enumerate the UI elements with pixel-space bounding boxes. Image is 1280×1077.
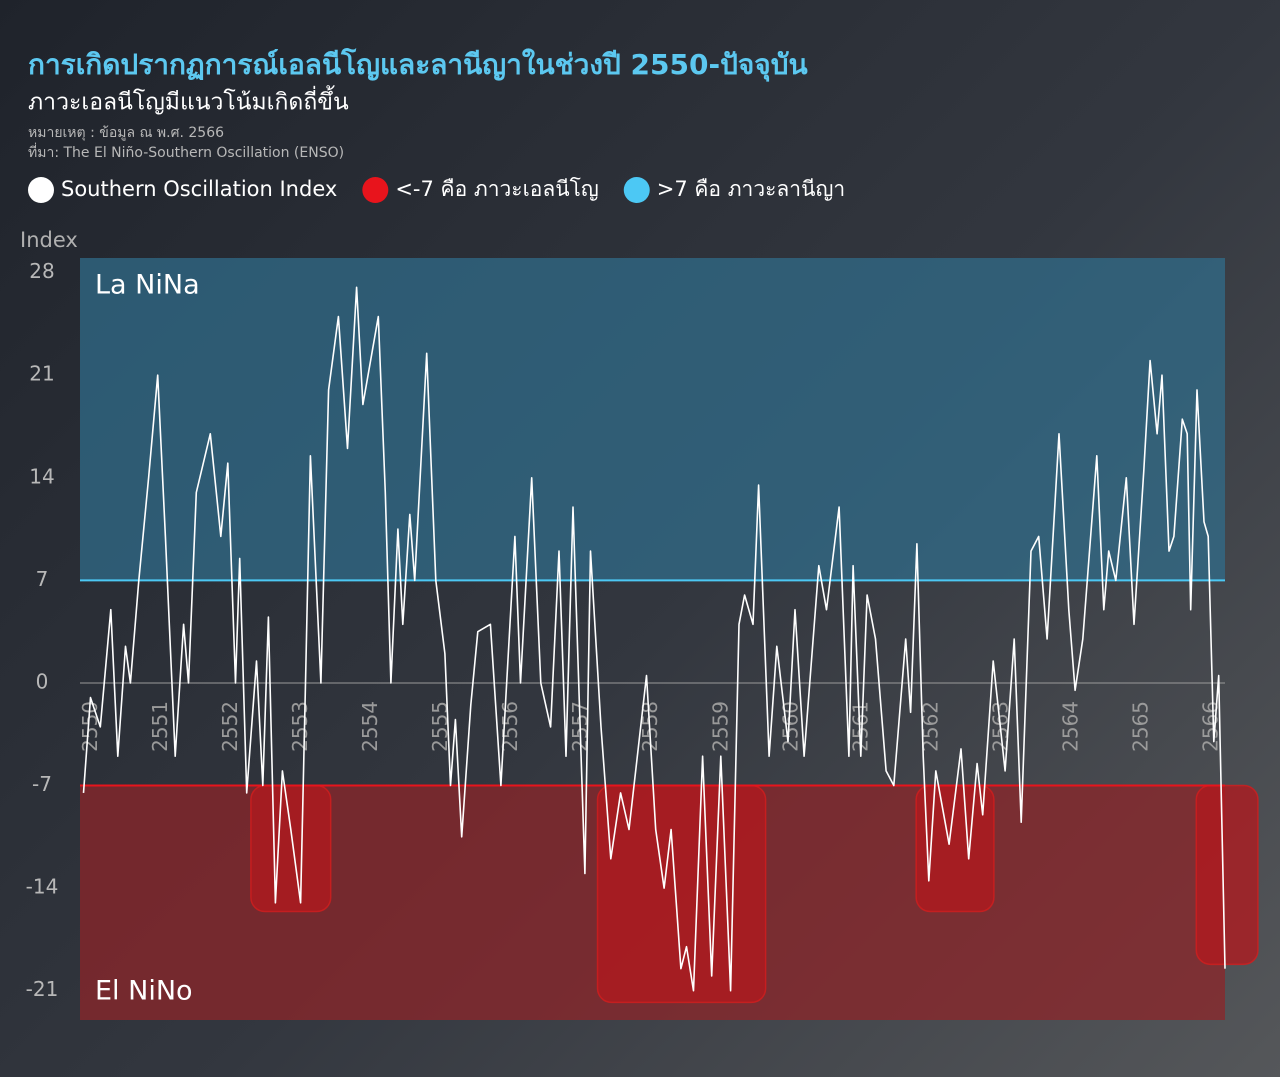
y-tick-label: 0 [36, 669, 49, 693]
el-nino-period [250, 784, 332, 913]
legend-label: Southern Oscillation Index [61, 177, 337, 201]
x-tick-label: 2566 [1198, 701, 1222, 752]
chart-title: การเกิดปรากฏการณ์เอลนีโญและลานีญาในช่วงป… [28, 47, 808, 82]
y-tick-label: 21 [29, 362, 54, 386]
x-tick-label: 2556 [498, 701, 522, 752]
legend-marker [28, 177, 54, 203]
chart-subtitle: ภาวะเอลนีโญมีแนวโน้มเกิดถี่ขึ้น [28, 86, 349, 116]
legend-marker [623, 177, 650, 203]
region-label: La NiNa [95, 270, 200, 301]
y-tick-label: 28 [29, 259, 54, 283]
x-tick-label: 2554 [358, 701, 382, 752]
y-axis-label: Index [20, 228, 78, 252]
legend-label: <-7 คือ ภาวะเอลนีโญ [395, 177, 598, 201]
data-line [82, 286, 1226, 992]
y-tick-label: -14 [26, 875, 59, 899]
legend-marker [362, 177, 389, 203]
x-tick-label: 2552 [218, 701, 242, 752]
x-tick-label: 2553 [288, 701, 312, 752]
region-label: El NiNo [95, 976, 193, 1007]
y-tick-label: -7 [32, 772, 52, 796]
region [80, 258, 1225, 581]
y-tick-label: 14 [29, 464, 54, 488]
y-tick-label: -21 [26, 977, 59, 1001]
note: หมายเหตุ : ข้อมูล ณ พ.ศ. 2566 [28, 125, 224, 141]
y-tick-label: 7 [36, 567, 49, 591]
x-tick-label: 2564 [1058, 701, 1082, 752]
el-nino-period [1195, 784, 1259, 966]
note: ที่มา: The El Niño-Southern Oscillation … [28, 143, 344, 161]
legend-label: >7 คือ ภาวะลานีญา [657, 177, 845, 201]
x-tick-label: 2565 [1128, 701, 1152, 752]
x-tick-label: 2559 [708, 701, 732, 752]
el-nino-period [596, 784, 767, 1004]
x-tick-label: 2551 [148, 701, 172, 752]
